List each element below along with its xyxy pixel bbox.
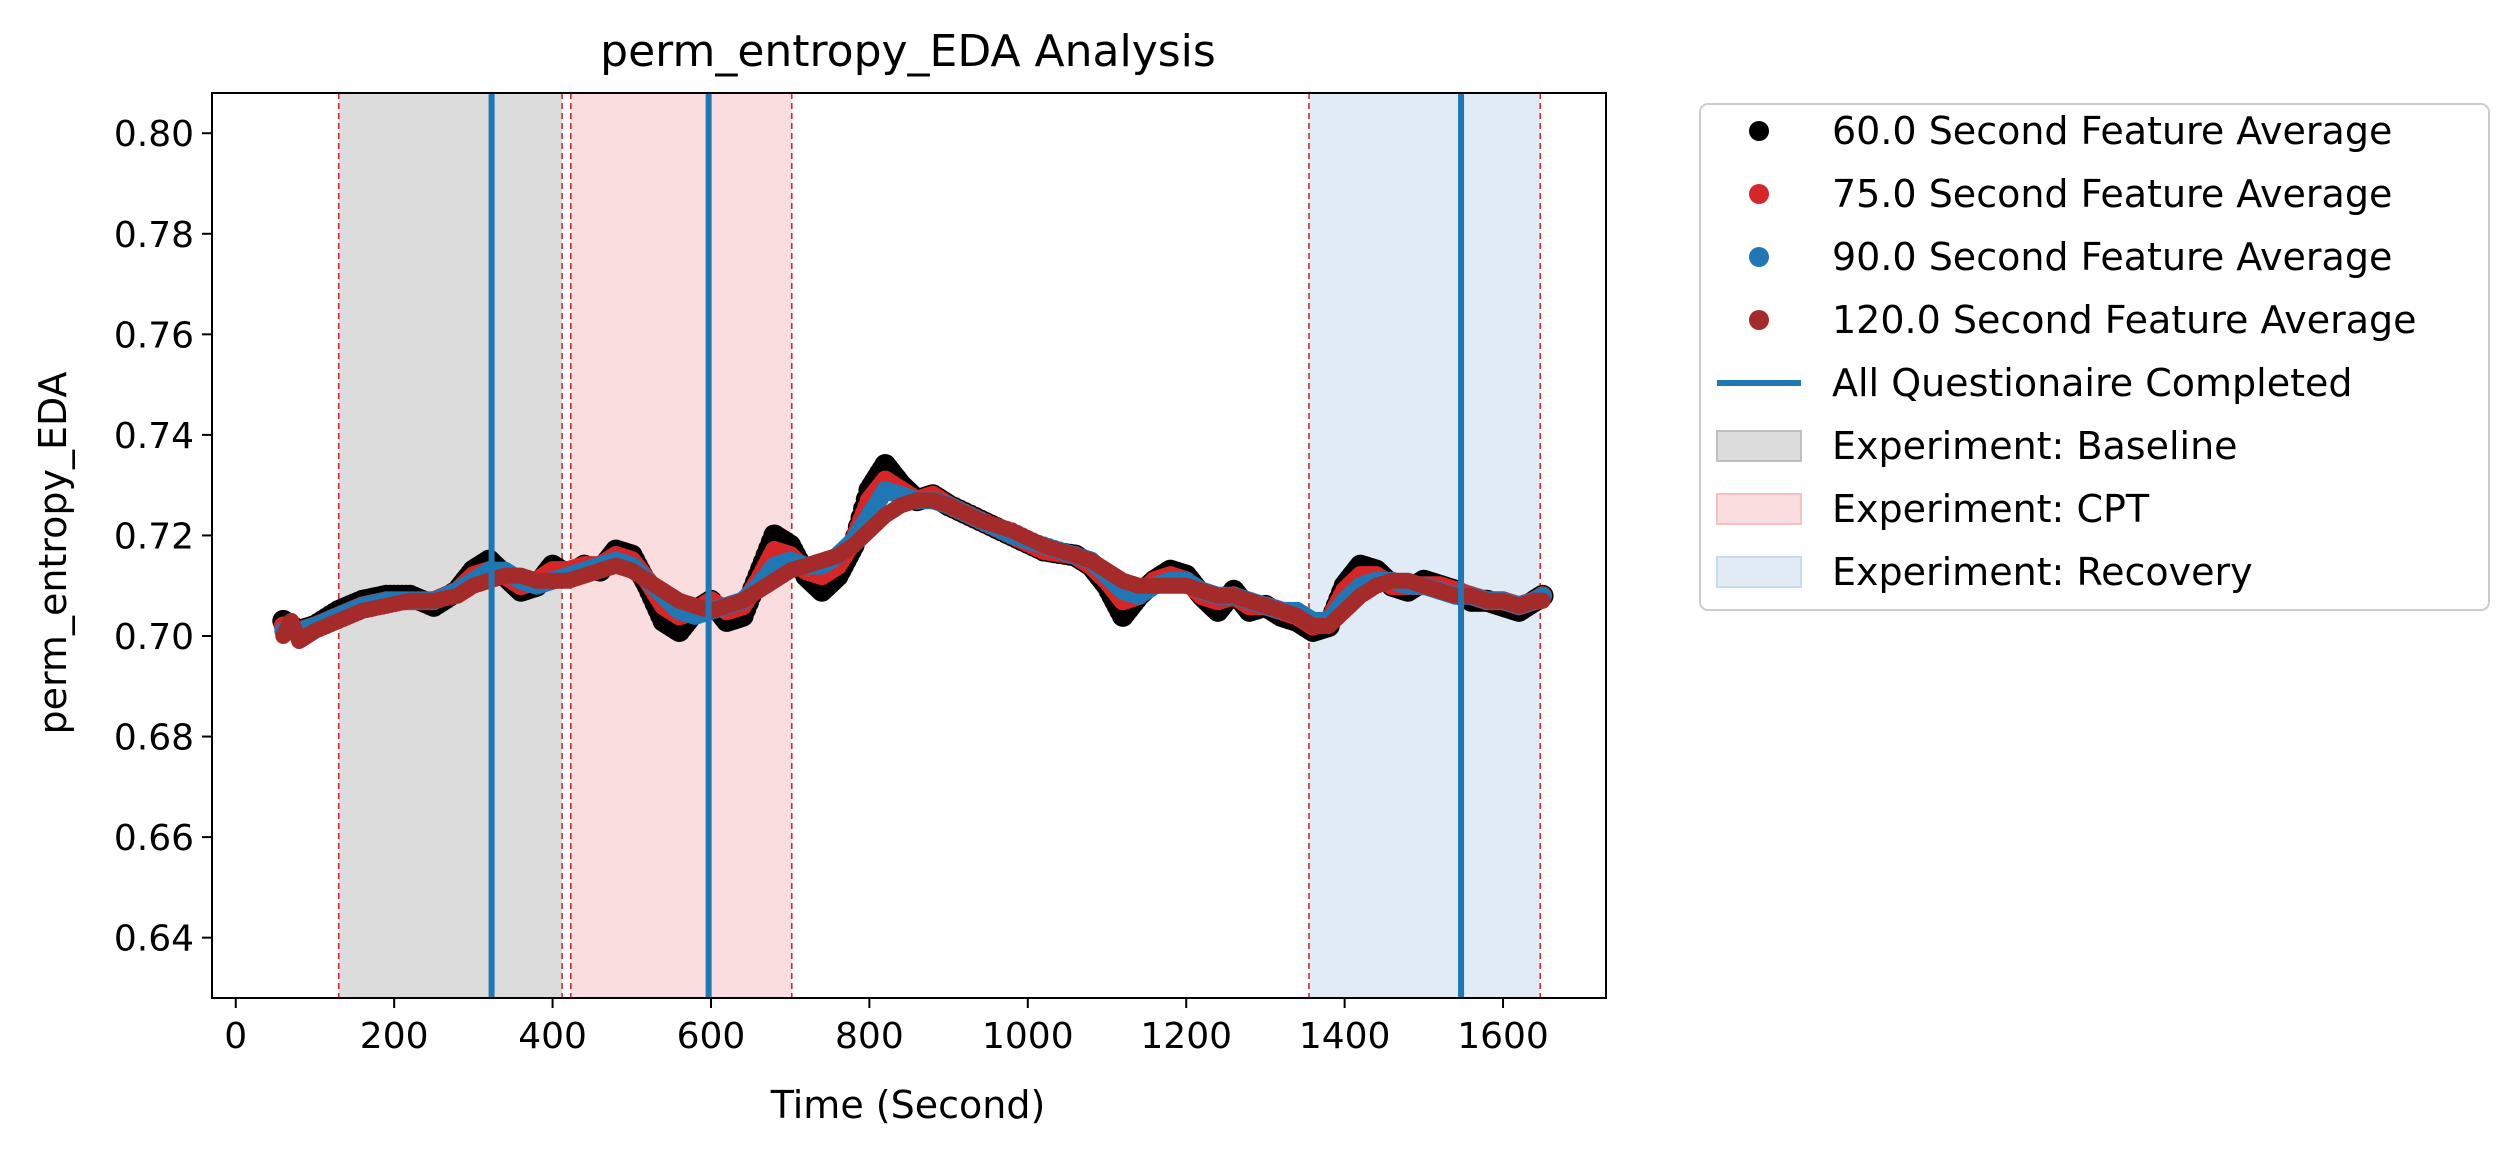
- y-tick-label: 0.64: [114, 919, 194, 960]
- y-tick-label: 0.74: [114, 416, 194, 457]
- legend-label: 75.0 Second Feature Average: [1832, 172, 2392, 216]
- y-tick-label: 0.72: [114, 516, 194, 557]
- y-tick-label: 0.78: [114, 215, 194, 256]
- y-tick-label: 0.70: [114, 617, 194, 658]
- data-point: [1534, 592, 1551, 609]
- x-tick-label: 200: [360, 1016, 429, 1057]
- legend-marker: [1749, 247, 1769, 267]
- x-tick-label: 1600: [1457, 1016, 1549, 1057]
- axes: 0 200 400 600 800 1000 1200 1400 1600 0.64 0.66 0.6…: [114, 92, 1607, 1057]
- y-tick-label: 0.66: [114, 818, 194, 859]
- legend-marker: [1749, 121, 1769, 141]
- y-axis-label: perm_entropy_EDA: [31, 371, 75, 734]
- x-tick-label: 0: [224, 1016, 247, 1057]
- x-tick-label: 1400: [1299, 1016, 1391, 1057]
- legend-box: [1699, 103, 2490, 611]
- legend-marker: [1716, 493, 1802, 525]
- y-tick-label: 0.76: [114, 315, 194, 356]
- y-tick-label: 0.80: [114, 114, 194, 155]
- plot-frame: [211, 92, 1607, 999]
- legend-label: 120.0 Second Feature Average: [1832, 298, 2417, 342]
- x-tick-label: 600: [677, 1016, 746, 1057]
- shaded-regions: [338, 93, 1541, 998]
- shaded-region-1: [338, 93, 563, 998]
- data-series: [272, 454, 1554, 650]
- x-tick-label: 1200: [1140, 1016, 1232, 1057]
- legend: 60.0 Second Feature Average 75.0 Second F…: [1699, 103, 2490, 611]
- legend-label: Experiment: Baseline: [1832, 424, 2238, 468]
- x-tick-label: 800: [835, 1016, 904, 1057]
- legend-label: Experiment: CPT: [1832, 487, 2150, 531]
- legend-label: 60.0 Second Feature Average: [1832, 109, 2392, 153]
- legend-marker: [1749, 310, 1769, 330]
- x-tick-label: 1000: [982, 1016, 1074, 1057]
- legend-label: All Questionaire Completed: [1832, 361, 2353, 405]
- x-axis-label: Time (Second): [770, 1083, 1046, 1127]
- series-4: [275, 492, 1551, 650]
- y-tick-label: 0.68: [114, 718, 194, 759]
- chart-title: perm_entropy_EDA Analysis: [600, 26, 1216, 77]
- x-tick-label: 400: [518, 1016, 587, 1057]
- boundary-lines: [337, 93, 1542, 998]
- legend-label: Experiment: Recovery: [1832, 550, 2253, 594]
- legend-marker: [1716, 556, 1802, 588]
- legend-marker: [1716, 430, 1802, 462]
- legend-label: 90.0 Second Feature Average: [1832, 235, 2392, 279]
- legend-marker: [1749, 184, 1769, 204]
- questionnaire-lines: [488, 93, 1465, 998]
- shaded-region-3: [1308, 93, 1541, 998]
